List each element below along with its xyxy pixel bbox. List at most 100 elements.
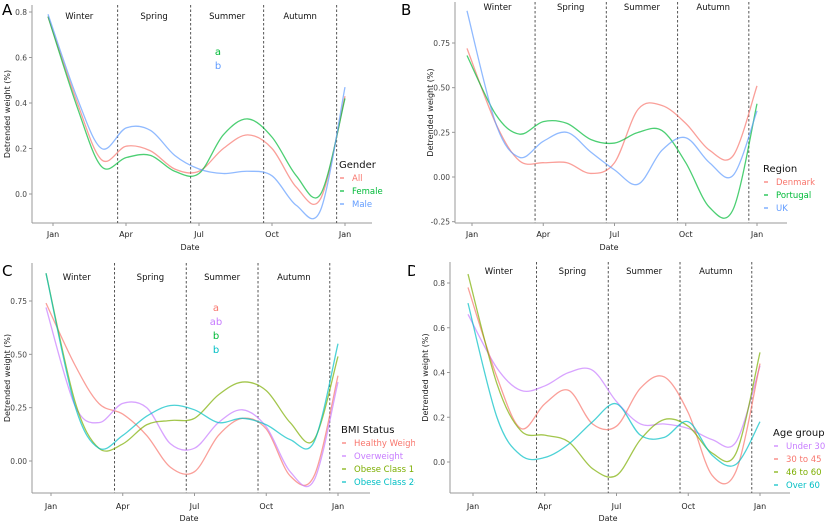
x-tick-label: Oct: [259, 502, 273, 511]
y-tick-label: 0.75: [10, 297, 27, 306]
x-axis-title: Date: [598, 514, 617, 523]
x-axis-title: Date: [180, 243, 199, 252]
season-label-spring: Spring: [559, 267, 586, 277]
y-tick-label: 0.50: [10, 350, 27, 359]
season-label-summer: Summer: [209, 12, 246, 22]
x-tick-label: Apr: [536, 230, 551, 239]
season-label-spring: Spring: [137, 273, 164, 283]
x-tick-label: Oct: [265, 230, 279, 239]
x-tick-label: Jul: [609, 230, 620, 239]
panel-label: C: [2, 262, 12, 280]
significance-letter: b: [213, 345, 219, 356]
legend-title: Gender: [339, 160, 377, 171]
legend-label: All: [352, 174, 363, 184]
legend-label: Portugal: [776, 191, 811, 201]
season-label-autumn: Autumn: [699, 267, 733, 277]
panel-a: 0.0 0.2 0.4 0.6 0.8 Jan Apr Jul Oct Jan Date Detren…: [0, 0, 415, 262]
y-tick-label: 0.0: [15, 190, 27, 199]
x-tick-label: Apr: [116, 502, 131, 511]
panel-c: 0.00 0.25 0.50 0.75 Jan Apr Jul Oct Jan Date Detre…: [0, 260, 415, 523]
y-tick-label: 0.25: [433, 128, 450, 137]
chart-b: -0.25 0.00 0.25 0.50 0.75 Jan Apr Jul Oct Jan Date…: [426, 2, 815, 252]
legend-label: Obese Class 1: [354, 465, 414, 475]
legend-label: 30 to 45: [786, 455, 822, 465]
y-tick-label: 0.00: [10, 457, 27, 466]
panel-b: -0.25 0.00 0.25 0.50 0.75 Jan Apr Jul Oct Jan Date…: [415, 0, 830, 262]
season-label-spring: Spring: [140, 12, 167, 22]
legend-label: Under 30: [786, 442, 825, 452]
significance-letter: ab: [210, 317, 222, 328]
series-line-male: [47, 14, 346, 220]
x-tick-label: Jul: [193, 230, 204, 239]
x-tick-label: Jan: [338, 230, 351, 239]
y-tick-label: 0.2: [433, 413, 445, 422]
season-label-summer: Summer: [624, 3, 661, 13]
y-tick-label: 0.25: [10, 404, 27, 413]
y-tick-label: 0.0: [433, 458, 445, 467]
legend-title: Region: [763, 164, 797, 175]
y-tick-label: 0.00: [433, 173, 450, 182]
y-axis-title: Detrended weight (%): [426, 68, 435, 156]
season-label-autumn: Autumn: [283, 12, 317, 22]
series-line-uk: [466, 10, 758, 186]
x-tick-label: Apr: [119, 230, 134, 239]
series-line-under-30: [467, 314, 761, 448]
series-line-obese-class-2-3: [45, 273, 339, 450]
x-tick-label: Jul: [189, 502, 200, 511]
significance-letter: a: [215, 47, 221, 58]
x-tick-label: Jan: [44, 502, 57, 511]
y-axis-title: Detrended weight (%): [3, 334, 12, 422]
legend-label: Healthy Weight: [354, 439, 415, 449]
y-tick-label: -0.25: [431, 218, 451, 227]
legend-label: Overweight: [354, 452, 404, 462]
legend-label: 46 to 60: [786, 468, 822, 478]
y-axis-title: Detrended weight (%): [421, 333, 430, 421]
season-label-winter: Winter: [65, 12, 94, 22]
series-line-all: [47, 16, 346, 205]
x-tick-label: Apr: [538, 502, 553, 511]
y-axis-title: Detrended weight (%): [3, 70, 12, 158]
significance-letter: b: [213, 331, 219, 342]
significance-letter: a: [213, 303, 219, 314]
y-tick-label: 0.2: [15, 145, 27, 154]
x-tick-label: Jan: [331, 502, 344, 511]
series-line-denmark: [466, 48, 758, 175]
series-line-female: [47, 16, 346, 199]
y-tick-label: 0.6: [433, 324, 445, 333]
y-tick-label: 0.8: [15, 8, 27, 17]
series-line-overweight: [45, 307, 339, 488]
panel-label: A: [2, 1, 13, 19]
series-line-over-60: [467, 302, 761, 467]
season-label-spring: Spring: [557, 3, 584, 13]
panel-label: B: [401, 1, 411, 19]
x-tick-label: Jul: [611, 502, 622, 511]
series-line-obese-class-1: [45, 273, 339, 452]
legend-title: BMI Status: [341, 425, 394, 436]
season-label-winter: Winter: [484, 3, 513, 13]
x-tick-label: Jan: [46, 230, 59, 239]
series-line-30-to-45: [467, 287, 761, 485]
panel-d: 0.0 0.2 0.4 0.6 0.8 Jan Apr Jul Oct Jan Date Detren…: [415, 260, 830, 523]
series-line-healthy-weight: [45, 302, 339, 486]
x-tick-label: Oct: [679, 230, 693, 239]
legend-label: Denmark: [776, 178, 815, 188]
panel-label: D: [407, 262, 415, 280]
x-tick-label: Oct: [681, 502, 695, 511]
legend-label: Over 60: [786, 481, 820, 491]
significance-letter: b: [215, 61, 221, 72]
x-tick-label: Jan: [753, 502, 766, 511]
x-tick-label: Jan: [465, 230, 478, 239]
y-tick-label: 0.6: [15, 54, 27, 63]
x-tick-label: Jan: [466, 502, 479, 511]
legend-label: Male: [352, 200, 372, 210]
y-tick-label: 0.50: [433, 84, 450, 93]
season-label-winter: Winter: [485, 267, 514, 277]
x-axis-title: Date: [179, 514, 198, 523]
season-label-summer: Summer: [626, 267, 663, 277]
legend-label: UK: [776, 204, 788, 214]
season-label-autumn: Autumn: [696, 3, 730, 13]
series-line-46-to-60: [467, 273, 761, 478]
legend-label: Obese Class 2-3: [354, 478, 415, 488]
y-tick-label: 0.4: [433, 369, 445, 378]
chart-d: 0.0 0.2 0.4 0.6 0.8 Jan Apr Jul Oct Jan Date Detren…: [421, 262, 825, 523]
